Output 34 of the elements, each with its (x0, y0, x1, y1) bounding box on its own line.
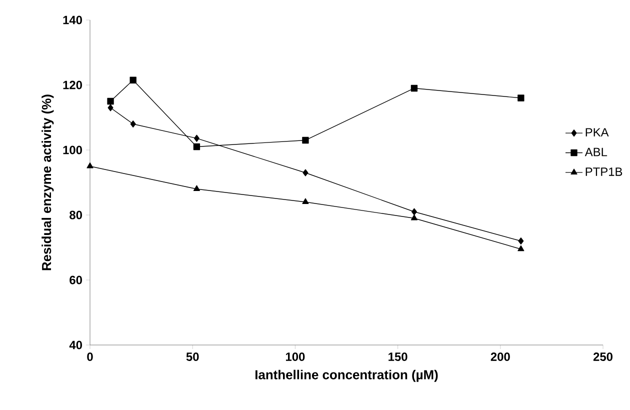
x-tick-label: 250 (593, 352, 612, 361)
x-tick-label: 150 (388, 352, 408, 361)
point (107, 98, 114, 105)
y-tick-label: 80 (70, 210, 82, 220)
y-axis-title: Residual enzyme activity (%) (42, 94, 54, 270)
y-tick-label: 40 (69, 340, 82, 350)
point (302, 169, 308, 176)
point (193, 143, 200, 150)
point (410, 84, 418, 92)
point (518, 94, 524, 102)
y-tick-label: 60 (70, 276, 82, 284)
legend-label: PTP1B (586, 168, 622, 176)
point (302, 198, 309, 204)
x-tick-label: 100 (286, 352, 305, 361)
point (86, 162, 94, 168)
x-tick-label: 0 (87, 352, 93, 361)
x-tick-label: 200 (490, 352, 510, 361)
point (108, 104, 114, 112)
point (518, 245, 524, 252)
y-tick-label: 120 (63, 80, 82, 90)
point (302, 136, 309, 144)
legend-label: PKA (586, 128, 609, 136)
x-axis-title: Ianthelline concentration (µM) (255, 370, 438, 382)
point (193, 185, 200, 192)
y-tick-label: 100 (63, 146, 82, 154)
point (410, 214, 418, 220)
point (130, 76, 136, 84)
legend-label: ABL (584, 148, 608, 156)
point (411, 208, 417, 216)
x-tick-label: 50 (186, 352, 199, 361)
point (194, 134, 200, 142)
y-tick-label: 140 (63, 16, 82, 24)
point (518, 237, 524, 245)
point (130, 120, 136, 128)
